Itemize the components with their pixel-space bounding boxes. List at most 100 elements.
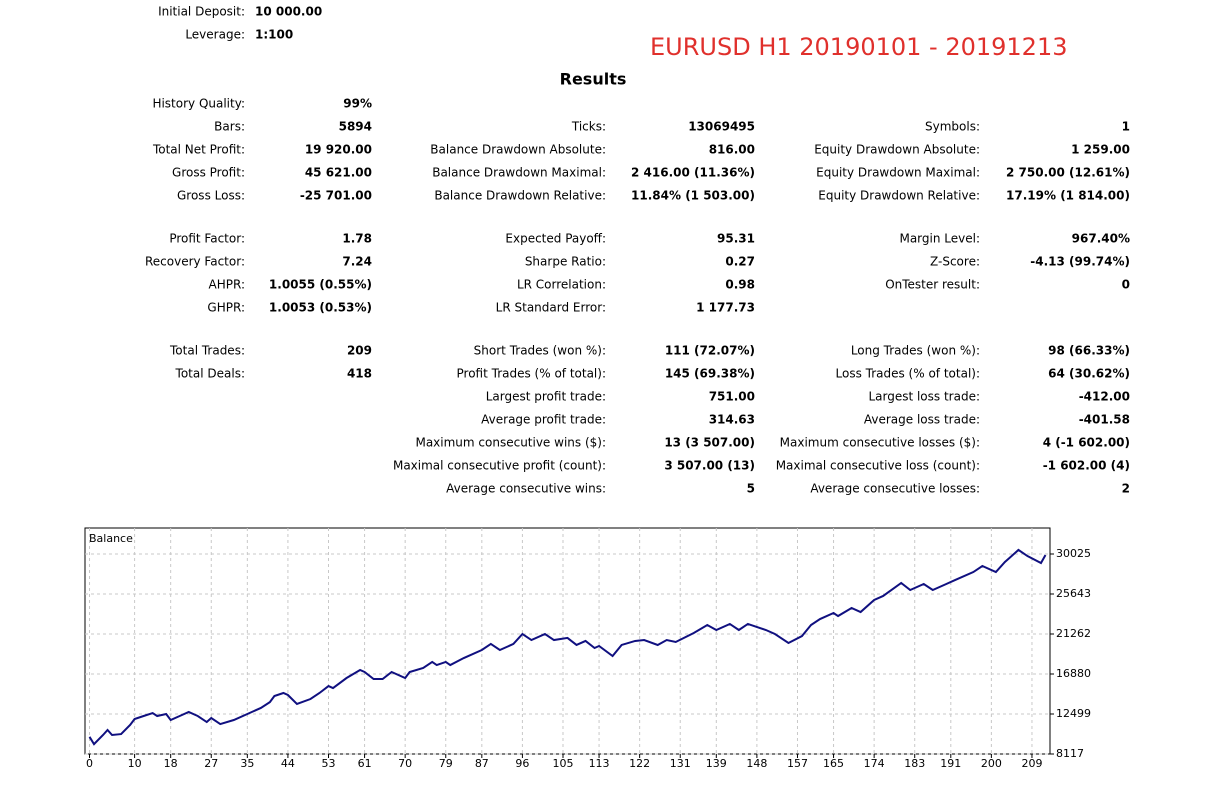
stat-label: OnTester result: (885, 278, 980, 292)
leverage-value: 1:100 (255, 28, 293, 42)
stat-label: Margin Level: (899, 232, 980, 246)
stat-label: History Quality: (152, 97, 245, 111)
stat-value: 0.98 (725, 278, 755, 292)
x-tick-label: 35 (240, 757, 254, 770)
stat-label: Balance Drawdown Absolute: (430, 143, 606, 157)
stat-label: Maximal consecutive loss (count): (776, 459, 980, 473)
stat-value: 3 507.00 (13) (664, 459, 755, 473)
stat-label: Bars: (214, 120, 245, 134)
stat-value: 816.00 (709, 143, 755, 157)
stat-value: 5894 (339, 120, 372, 134)
stat-label: Short Trades (won %): (474, 344, 606, 358)
y-tick-label: 16880 (1056, 667, 1091, 680)
x-tick-label: 113 (589, 757, 610, 770)
stat-label: Average profit trade: (481, 413, 606, 427)
x-tick-label: 10 (128, 757, 142, 770)
x-tick-label: 157 (787, 757, 808, 770)
deposit-label: Initial Deposit: (158, 5, 245, 19)
stat-value: 98 (66.33%) (1048, 344, 1130, 358)
stat-value: 1.78 (342, 232, 372, 246)
stat-value: -1 602.00 (4) (1043, 459, 1130, 473)
x-tick-label: 174 (864, 757, 885, 770)
stat-label: Maximal consecutive profit (count): (393, 459, 606, 473)
leverage-label: Leverage: (185, 28, 245, 42)
stat-value: 751.00 (709, 390, 755, 404)
x-tick-label: 165 (823, 757, 844, 770)
stat-label: Largest loss trade: (868, 390, 980, 404)
x-tick-label: 105 (552, 757, 573, 770)
x-tick-label: 18 (164, 757, 178, 770)
stat-label: Average loss trade: (864, 413, 980, 427)
stat-label: Total Net Profit: (152, 143, 245, 157)
stat-label: Long Trades (won %): (851, 344, 980, 358)
y-tick-label: 12499 (1056, 707, 1091, 720)
stat-value: -25 701.00 (300, 189, 372, 203)
stat-label: Balance Drawdown Relative: (434, 189, 606, 203)
plot-frame (84, 527, 1051, 755)
stat-label: Total Trades: (169, 344, 245, 358)
stat-value: 1.0055 (0.55%) (269, 278, 372, 292)
stat-value: 967.40% (1072, 232, 1130, 246)
stat-label: Profit Factor: (169, 232, 245, 246)
stat-value: 19 920.00 (305, 143, 372, 157)
stat-value: 7.24 (342, 255, 372, 269)
stat-value: 45 621.00 (305, 166, 372, 180)
stat-value: 314.63 (709, 413, 755, 427)
x-tick-label: 79 (439, 757, 453, 770)
stat-label: Recovery Factor: (145, 255, 245, 269)
stat-value: 209 (347, 344, 372, 358)
x-tick-label: 96 (515, 757, 529, 770)
x-tick-label: 200 (981, 757, 1002, 770)
stat-value: 0 (1122, 278, 1130, 292)
stat-value: 145 (69.38%) (665, 367, 755, 381)
stat-value: 95.31 (717, 232, 755, 246)
stat-value: 111 (72.07%) (665, 344, 755, 358)
stat-label: Symbols: (925, 120, 980, 134)
stat-label: Gross Profit: (172, 166, 245, 180)
stat-value: 0.27 (725, 255, 755, 269)
x-tick-label: 122 (629, 757, 650, 770)
x-tick-label: 131 (670, 757, 691, 770)
stat-label: LR Standard Error: (496, 301, 606, 315)
y-tick-label: 30025 (1056, 547, 1091, 560)
stat-label: Largest profit trade: (486, 390, 606, 404)
x-tick-label: 148 (746, 757, 767, 770)
stat-label: GHPR: (207, 301, 245, 315)
stat-value: 64 (30.62%) (1048, 367, 1130, 381)
stat-label: Average consecutive wins: (446, 482, 606, 496)
stat-value: -412.00 (1079, 390, 1130, 404)
stat-value: -4.13 (99.74%) (1030, 255, 1130, 269)
stat-label: AHPR: (209, 278, 245, 292)
stat-label: Maximum consecutive losses ($): (780, 436, 980, 450)
stat-label: Loss Trades (% of total): (836, 367, 981, 381)
stat-value: 1 259.00 (1071, 143, 1130, 157)
balance-line (88, 548, 1047, 746)
x-tick-label: 53 (322, 757, 336, 770)
x-tick-label: 139 (706, 757, 727, 770)
stat-value: 2 416.00 (11.36%) (631, 166, 755, 180)
stat-label: LR Correlation: (517, 278, 606, 292)
stat-value: 11.84% (1 503.00) (631, 189, 755, 203)
x-tick-label: 191 (940, 757, 961, 770)
stat-label: Maximum consecutive wins ($): (415, 436, 606, 450)
y-tick-label: 25643 (1056, 587, 1091, 600)
deposit-value: 10 000.00 (255, 5, 322, 19)
stat-label: Expected Payoff: (505, 232, 606, 246)
stat-label: Sharpe Ratio: (525, 255, 606, 269)
stat-value: 1 177.73 (696, 301, 755, 315)
stat-label: Equity Drawdown Absolute: (814, 143, 980, 157)
stat-value: 17.19% (1 814.00) (1006, 189, 1130, 203)
x-tick-label: 27 (204, 757, 218, 770)
stat-label: Profit Trades (% of total): (457, 367, 606, 381)
x-tick-label: 44 (281, 757, 295, 770)
stat-label: Total Deals: (175, 367, 245, 381)
report-title: EURUSD H1 20190101 - 20191213 (650, 33, 1068, 61)
stat-value: 2 750.00 (12.61%) (1006, 166, 1130, 180)
y-tick-label: 8117 (1056, 747, 1084, 760)
stat-label: Gross Loss: (177, 189, 245, 203)
y-tick-label: 21262 (1056, 627, 1091, 640)
stat-label: Equity Drawdown Relative: (818, 189, 980, 203)
stat-value: 5 (747, 482, 755, 496)
